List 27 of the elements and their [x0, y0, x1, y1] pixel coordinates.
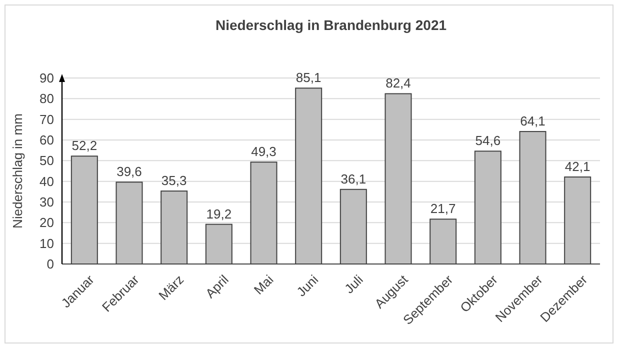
- data-label: 54,6: [475, 133, 501, 148]
- y-tick-label: 90: [40, 70, 54, 86]
- y-axis-title: Niederschlag in mm: [10, 114, 25, 228]
- data-label: 49,3: [251, 144, 276, 160]
- y-tick-label: 10: [40, 236, 54, 251]
- data-label: 21,7: [430, 201, 456, 216]
- y-tick-label: 50: [40, 153, 54, 168]
- data-label: 64,1: [520, 114, 546, 129]
- data-label: 35,3: [161, 173, 187, 188]
- y-tick-label: 60: [40, 132, 54, 148]
- data-label: 85,1: [296, 70, 322, 86]
- data-label: 82,4: [386, 76, 411, 91]
- data-label: 36,1: [340, 171, 366, 186]
- data-label: 39,6: [116, 164, 142, 180]
- chart-title: Niederschlag in Brandenburg 2021: [215, 17, 447, 33]
- x-tick-label: Mai: [250, 272, 276, 298]
- data-label: 42,1: [564, 158, 590, 174]
- y-tick-label: 80: [40, 91, 54, 106]
- y-tick-label: 30: [40, 194, 54, 210]
- x-tick-label: Juli: [342, 272, 366, 296]
- x-tick-label: Juni: [294, 272, 322, 300]
- y-tick-label: 70: [40, 112, 54, 127]
- data-label: 52,2: [72, 138, 98, 154]
- y-tick-label: 0: [46, 256, 54, 272]
- data-label: 19,2: [206, 206, 232, 222]
- y-tick-label: 40: [40, 174, 54, 189]
- y-tick-label: 20: [40, 215, 54, 230]
